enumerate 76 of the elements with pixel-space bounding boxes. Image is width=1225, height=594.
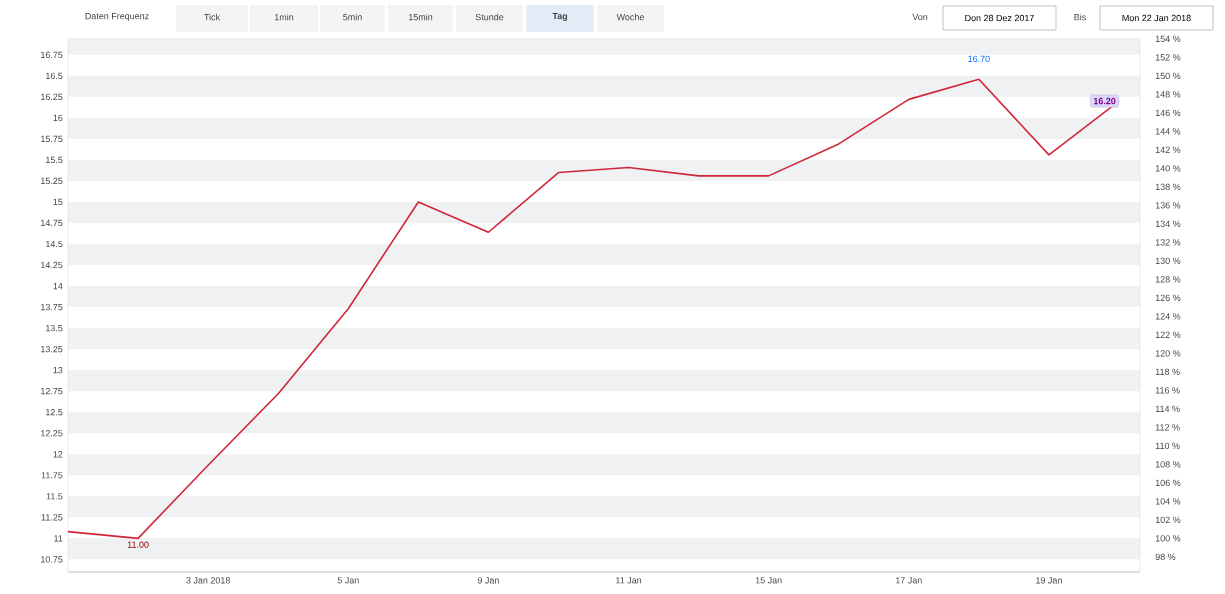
- y-tick-label: 16: [53, 114, 63, 122]
- y-tick-label: 16.25: [41, 93, 63, 101]
- text: Tick: [204, 13, 221, 21]
- y2-tick-label: 122 %: [1155, 331, 1181, 338]
- text: Von: [912, 13, 928, 21]
- text: Mon 22 Jan 2018: [1122, 14, 1191, 22]
- y2-tick-label: 150 %: [1155, 72, 1181, 79]
- y-tick-label: 12.5: [46, 409, 63, 416]
- y2-tick-label: 98 %: [1155, 553, 1176, 560]
- y2-tick-label: 130 %: [1155, 257, 1181, 264]
- y-tick-label: 14: [53, 282, 63, 290]
- text: Stunde: [475, 13, 504, 21]
- y2-tick-label: 114 %: [1155, 405, 1180, 412]
- y2-tick-label: 110 %: [1155, 442, 1180, 449]
- text: Tag: [552, 12, 568, 22]
- y-tick-label: 15.75: [41, 135, 63, 143]
- annotation: 16.20: [1093, 97, 1116, 105]
- y-tick-label: 14.25: [41, 261, 63, 269]
- y-tick-label: 11.75: [41, 472, 63, 479]
- y-tick-label: 14.5: [46, 240, 63, 248]
- y2-tick-label: 108 %: [1155, 461, 1181, 468]
- text: Daten Frequenz: [85, 12, 149, 21]
- y2-tick-label: 140 %: [1155, 165, 1181, 172]
- y2-tick-label: 106 %: [1155, 479, 1181, 486]
- y-tick-label: 14.75: [41, 219, 63, 227]
- y2-tick-label: 118 %: [1155, 368, 1180, 375]
- text: Don 28 Dez 2017: [965, 14, 1034, 22]
- y2-tick-label: 134 %: [1155, 220, 1181, 227]
- y2-tick-label: 126 %: [1155, 294, 1181, 301]
- annotation: 11.00: [127, 541, 149, 548]
- y-tick-label: 11.5: [46, 493, 63, 500]
- y2-tick-label: 142 %: [1155, 146, 1181, 153]
- x-tick-label: 3 Jan 2018: [186, 577, 230, 584]
- y-tick-label: 15: [53, 198, 63, 206]
- x-tick-label: 5 Jan: [337, 577, 359, 584]
- y2-tick-label: 154 %: [1155, 35, 1181, 42]
- y-tick-label: 11: [54, 535, 63, 542]
- y-tick-label: 16.5: [46, 72, 63, 79]
- y-tick-label: 15.25: [41, 177, 63, 185]
- y2-tick-label: 120 %: [1155, 350, 1181, 357]
- x-tick-label: 11 Jan: [616, 577, 642, 584]
- x-tick-label: 15 Jan: [755, 577, 782, 584]
- text: 5min: [343, 13, 362, 21]
- y-tick-label: 13.75: [41, 303, 63, 311]
- y2-tick-label: 148 %: [1155, 91, 1181, 98]
- y2-tick-label: 116 %: [1155, 387, 1180, 394]
- y2-tick-label: 104 %: [1155, 498, 1181, 505]
- x-tick-label: 19 Jan: [1036, 577, 1062, 584]
- y-tick-label: 16.75: [41, 51, 63, 58]
- y-tick-label: 12: [53, 451, 63, 458]
- y2-tick-label: 124 %: [1155, 313, 1181, 320]
- x-tick-label: 9 Jan: [477, 577, 499, 584]
- text: 15min: [408, 13, 433, 21]
- y2-tick-label: 138 %: [1155, 183, 1181, 190]
- y-tick-label: 10.75: [41, 556, 63, 563]
- y2-tick-label: 146 %: [1155, 109, 1181, 116]
- y-tick-label: 13.5: [46, 324, 63, 332]
- y-tick-label: 13: [53, 366, 63, 374]
- y-tick-label: 15.5: [46, 156, 63, 164]
- y2-tick-label: 152 %: [1155, 54, 1181, 61]
- y2-tick-label: 100 %: [1155, 535, 1181, 542]
- annotation: 16.70: [968, 55, 990, 63]
- y2-tick-label: 144 %: [1155, 128, 1181, 135]
- y2-tick-label: 112 %: [1155, 424, 1180, 431]
- y2-tick-label: 102 %: [1155, 516, 1181, 523]
- y2-tick-label: 128 %: [1155, 276, 1181, 283]
- y-tick-label: 13.25: [41, 345, 63, 353]
- text: Woche: [616, 13, 644, 21]
- y-tick-label: 12.25: [41, 430, 63, 437]
- y2-tick-label: 132 %: [1155, 239, 1181, 246]
- text: Bis: [1074, 13, 1086, 21]
- text: 1min: [274, 13, 294, 21]
- y2-tick-label: 136 %: [1155, 202, 1181, 209]
- x-tick-label: 17 Jan: [896, 577, 922, 584]
- y-tick-label: 12.75: [41, 388, 63, 395]
- y-tick-label: 11.25: [41, 514, 63, 521]
